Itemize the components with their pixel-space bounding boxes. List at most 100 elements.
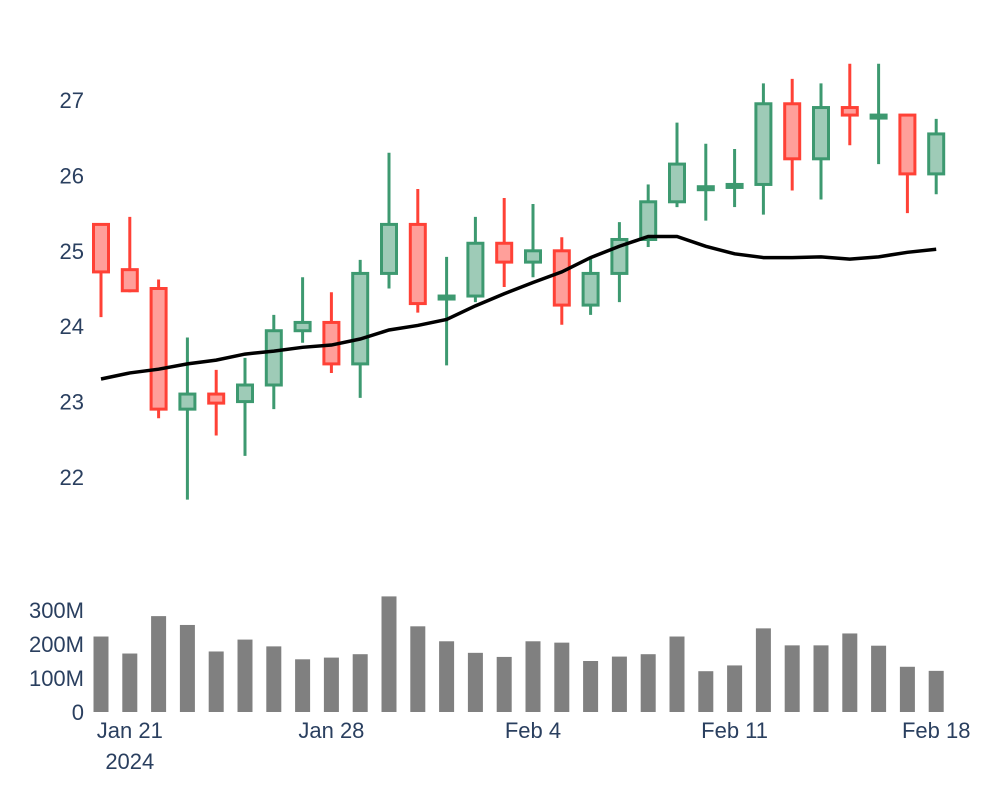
volume-bar <box>640 654 656 712</box>
volume-bar <box>899 666 915 712</box>
volume-bar <box>122 653 138 712</box>
candle <box>380 152 398 289</box>
volume-bar <box>669 636 685 712</box>
candle-body <box>264 329 283 387</box>
price-tick-label: 26 <box>60 163 84 188</box>
candle-body <box>524 249 542 264</box>
volume-bar <box>381 596 397 712</box>
volume-bars <box>93 596 944 712</box>
candle <box>610 222 629 303</box>
candle <box>495 198 514 287</box>
price-tick-label: 24 <box>60 314 84 339</box>
volume-bar <box>496 656 512 712</box>
volume-bar <box>237 639 253 712</box>
candle-body <box>754 102 773 186</box>
date-tick-label: Jan 28 <box>298 718 364 743</box>
candle <box>869 63 888 165</box>
candle <box>783 78 802 191</box>
candle-body <box>149 287 168 411</box>
candle-body <box>120 268 139 293</box>
date-tick-label: Feb 18 <box>902 718 971 743</box>
candle-body <box>927 132 946 176</box>
candle-body <box>696 185 715 192</box>
candle <box>725 149 744 208</box>
price-candles <box>92 63 946 500</box>
price-y-axis: 22 23 24 25 26 27 <box>60 88 84 490</box>
volume-y-axis: 0 100M 200M 300M <box>29 598 84 725</box>
candle <box>927 118 946 195</box>
volume-bar <box>266 646 282 712</box>
volume-bar <box>352 654 368 712</box>
candle-body <box>552 249 571 307</box>
price-tick-label: 25 <box>60 239 84 264</box>
candle <box>293 277 312 343</box>
candle <box>437 256 456 366</box>
candle <box>898 113 917 214</box>
volume-bar <box>179 624 195 712</box>
date-tick-label: Feb 4 <box>505 718 561 743</box>
volume-bar <box>295 659 311 712</box>
candle <box>207 369 226 436</box>
candle-body <box>725 182 744 189</box>
candle <box>408 188 427 313</box>
candle-body <box>869 113 888 120</box>
candle <box>668 122 686 208</box>
volume-bar <box>698 671 714 712</box>
date-tick-label: Jan 21 <box>97 718 163 743</box>
candle-body <box>351 271 370 366</box>
volume-bar <box>467 652 483 712</box>
candle-body <box>668 162 686 204</box>
volume-bar <box>755 628 771 712</box>
volume-tick-label: 200M <box>29 632 84 657</box>
candle <box>754 83 773 215</box>
volume-bar <box>410 626 426 712</box>
date-tick-label: Feb 11 <box>701 718 768 743</box>
candle <box>696 143 715 221</box>
date-x-axis: Jan 21 Jan 28 Feb 4 Feb 11 Feb 18 2024 <box>97 718 971 774</box>
candle-body <box>437 294 456 301</box>
volume-bar <box>554 642 570 712</box>
candle-body <box>408 222 427 306</box>
moving-average-line <box>100 234 937 381</box>
candle-body <box>236 383 254 404</box>
candle <box>149 279 168 419</box>
candle-body <box>581 271 600 307</box>
price-tick-label: 23 <box>60 390 84 415</box>
candle-body <box>898 113 917 176</box>
volume-bar <box>583 661 599 712</box>
candle-body <box>466 241 485 298</box>
candle-body <box>495 241 514 264</box>
volume-bar <box>871 645 887 712</box>
volume-bar <box>151 616 167 712</box>
volume-tick-label: 300M <box>29 598 84 623</box>
volume-bar <box>611 656 627 712</box>
volume-bar <box>323 657 339 712</box>
volume-bar <box>813 645 829 712</box>
candle-body <box>92 222 110 274</box>
year-label: 2024 <box>105 749 154 774</box>
candle <box>524 204 542 278</box>
volume-tick-label: 0 <box>72 700 84 725</box>
candle <box>812 83 830 200</box>
volume-tick-label: 100M <box>29 666 84 691</box>
candle-body <box>178 392 197 411</box>
candle <box>351 259 370 398</box>
candle-body <box>840 106 859 117</box>
candle <box>120 216 139 293</box>
volume-bar <box>842 633 858 712</box>
candle-body <box>207 392 226 405</box>
candle <box>264 314 283 410</box>
candle <box>840 63 859 146</box>
candle <box>581 258 600 315</box>
candle <box>92 222 110 318</box>
candle-body <box>639 200 658 241</box>
candle <box>552 237 571 325</box>
candle-body <box>380 222 398 275</box>
volume-bar <box>93 636 109 712</box>
candle <box>236 357 254 456</box>
volume-bar <box>727 665 743 712</box>
volume-bar <box>928 670 944 712</box>
candle <box>466 216 485 303</box>
volume-bar <box>208 651 224 712</box>
